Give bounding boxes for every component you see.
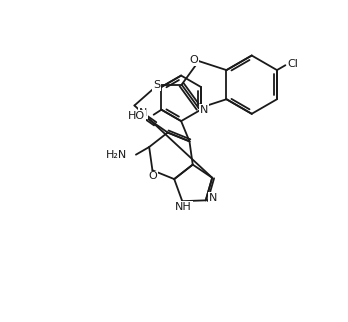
Text: H₂N: H₂N [106,150,127,160]
Text: N: N [139,108,148,118]
Text: O: O [148,171,157,181]
Text: HO: HO [128,111,145,121]
Text: NH: NH [175,202,192,212]
Text: N: N [208,193,217,203]
Text: N: N [199,105,208,115]
Text: S: S [153,80,160,90]
Text: O: O [189,55,198,65]
Text: Cl: Cl [288,59,299,69]
